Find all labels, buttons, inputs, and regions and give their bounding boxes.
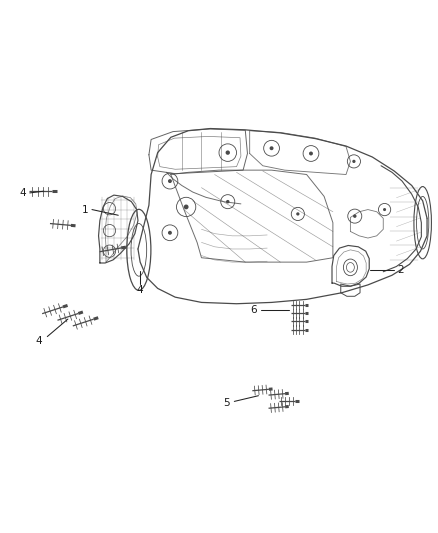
Circle shape — [269, 146, 273, 150]
Text: 4: 4 — [137, 285, 144, 295]
Circle shape — [383, 208, 386, 211]
Circle shape — [184, 205, 188, 209]
Circle shape — [226, 200, 230, 204]
Text: 6: 6 — [251, 305, 258, 316]
Circle shape — [309, 151, 313, 156]
Circle shape — [168, 179, 172, 183]
Circle shape — [226, 150, 230, 155]
Circle shape — [352, 160, 356, 163]
Text: 2: 2 — [397, 265, 404, 275]
Text: 4: 4 — [19, 188, 26, 198]
Circle shape — [353, 214, 357, 218]
Text: 1: 1 — [82, 205, 89, 215]
Text: 5: 5 — [223, 398, 230, 408]
Circle shape — [168, 231, 172, 235]
Text: 4: 4 — [35, 336, 42, 346]
Circle shape — [296, 212, 300, 215]
